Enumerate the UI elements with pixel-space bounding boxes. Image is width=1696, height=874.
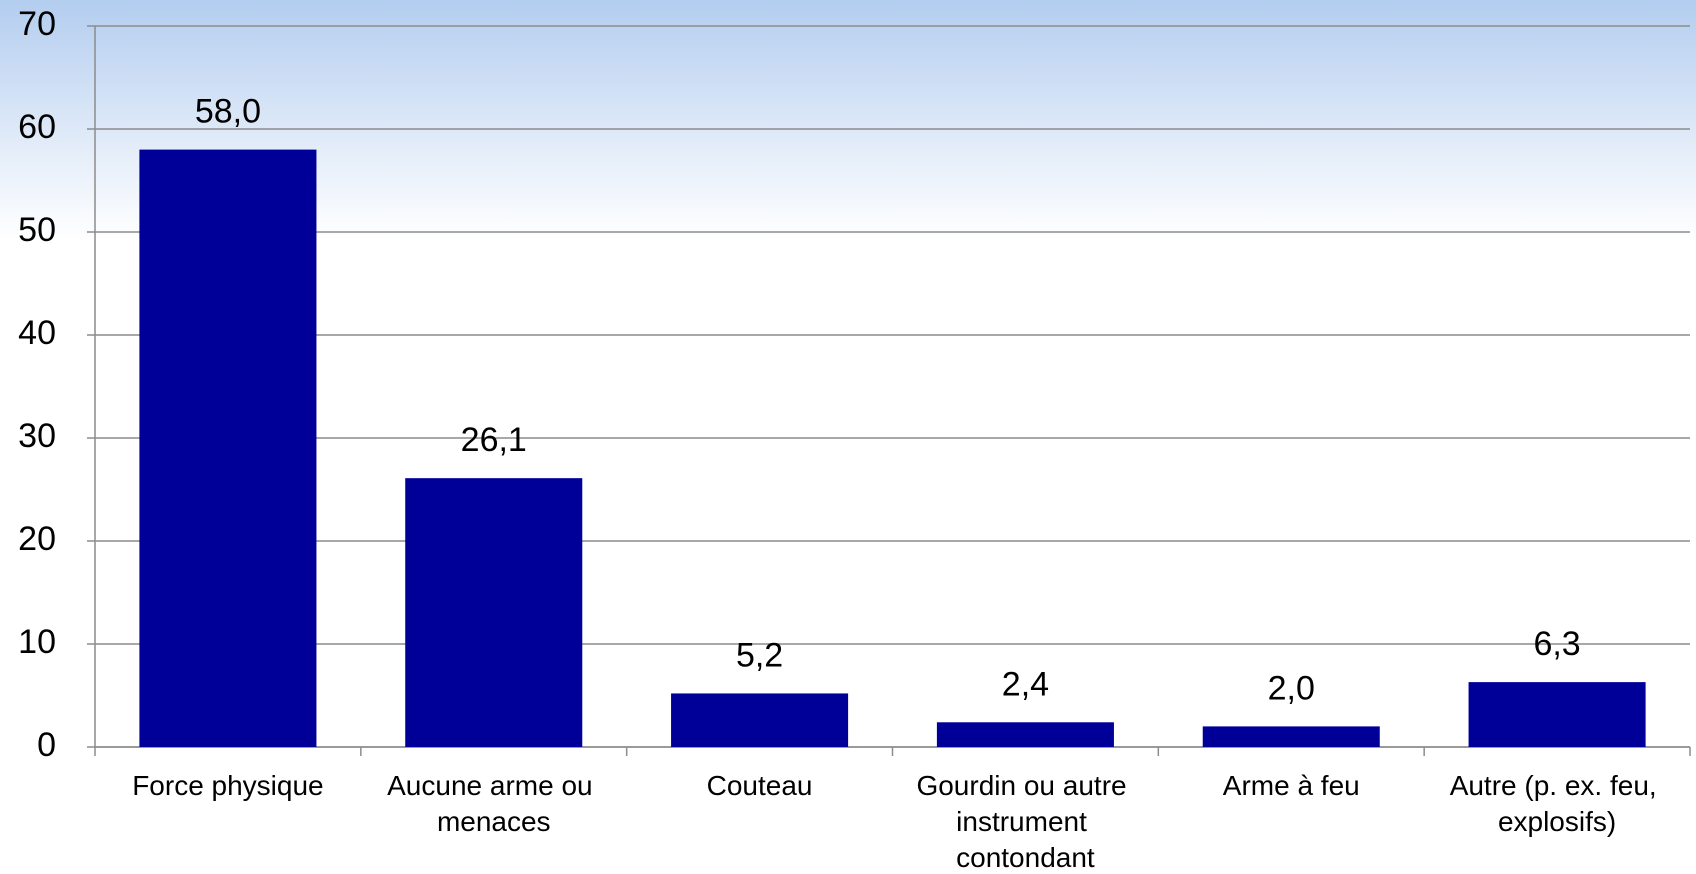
y-tick-label: 40	[18, 314, 56, 352]
y-tick-label: 60	[18, 108, 56, 146]
value-label: 58,0	[195, 93, 261, 131]
value-label: 26,1	[461, 421, 527, 459]
y-tick-label: 30	[18, 417, 56, 455]
value-label: 6,3	[1533, 625, 1580, 663]
bar	[1202, 726, 1380, 747]
x-tick-label: Gourdin ou autre instrument contondant	[916, 770, 1134, 873]
y-tick-label: 10	[18, 623, 56, 661]
y-tick-label: 0	[37, 726, 56, 764]
bar	[139, 149, 317, 748]
bar	[405, 478, 583, 747]
x-tick-label: Arme à feu	[1223, 770, 1360, 801]
bar	[671, 693, 849, 747]
bar	[1468, 682, 1646, 747]
y-tick-label: 50	[18, 211, 56, 249]
x-tick-label: Autre (p. ex. feu, explosifs)	[1450, 770, 1665, 837]
x-tick-label: Force physique	[132, 770, 323, 801]
bar	[936, 722, 1114, 747]
y-tick-label: 20	[18, 520, 56, 558]
x-tick-label: Aucune arme ou menaces	[387, 770, 600, 837]
value-label: 2,4	[1002, 665, 1049, 703]
value-label: 2,0	[1268, 669, 1315, 707]
y-tick-label: 70	[18, 5, 56, 43]
x-tick-label: Couteau	[707, 770, 813, 801]
value-label: 5,2	[736, 636, 783, 674]
